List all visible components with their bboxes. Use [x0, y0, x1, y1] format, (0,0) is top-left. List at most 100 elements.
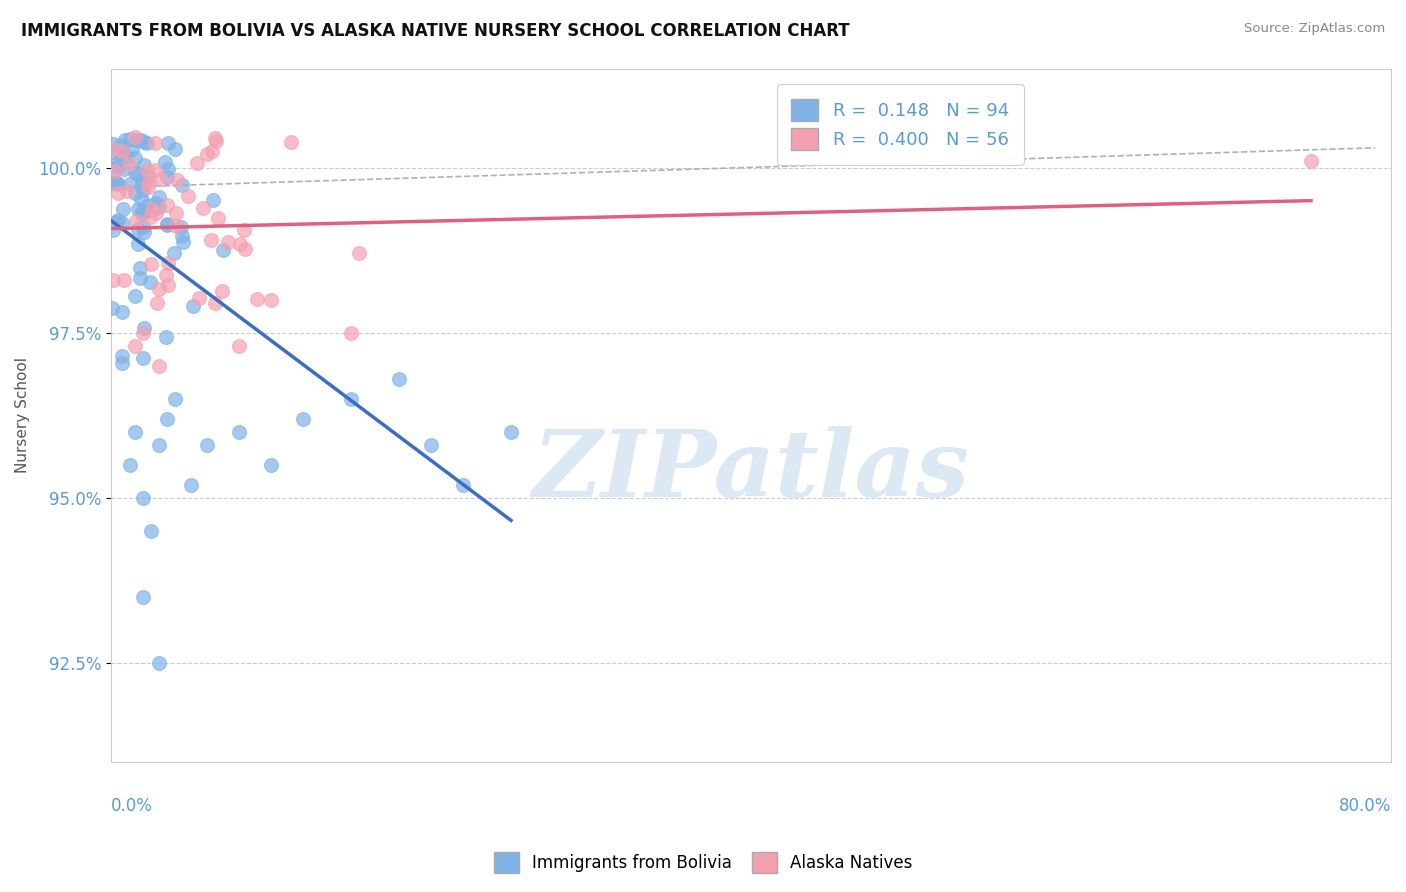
Point: [143, 163, 166, 178]
Point: [131, 207, 153, 221]
Point: [191, 201, 214, 215]
Point: [156, 278, 179, 293]
Point: [132, 219, 155, 234]
Point: [153, 155, 176, 169]
Point: [115, 184, 138, 198]
Point: [101, 301, 124, 315]
Point: [131, 204, 153, 219]
Point: [101, 137, 124, 152]
Point: [155, 330, 177, 344]
Point: [186, 155, 208, 169]
Point: [101, 273, 124, 287]
Point: [260, 293, 283, 307]
Point: [212, 244, 235, 258]
Point: [180, 477, 202, 491]
Point: [111, 144, 134, 158]
Point: [104, 163, 127, 178]
Point: [112, 162, 135, 177]
Point: [156, 217, 179, 231]
Point: [127, 236, 149, 251]
Point: [246, 292, 269, 306]
Point: [165, 219, 187, 233]
Point: [138, 275, 160, 289]
Point: [132, 183, 155, 197]
Point: [107, 186, 129, 200]
Point: [188, 291, 211, 305]
Point: [347, 246, 370, 260]
Point: [111, 202, 134, 217]
Point: [149, 172, 172, 186]
Point: [111, 350, 134, 364]
Point: [201, 144, 224, 158]
Point: [420, 438, 443, 452]
Text: Source: ZipAtlas.com: Source: ZipAtlas.com: [1244, 22, 1385, 36]
Point: [107, 178, 129, 192]
Point: [107, 212, 129, 227]
Point: [340, 392, 363, 406]
Point: [156, 411, 179, 425]
Point: [124, 164, 146, 178]
Point: [132, 590, 155, 604]
Point: [135, 204, 157, 219]
Point: [145, 195, 167, 210]
Point: [132, 351, 155, 366]
Point: [211, 285, 233, 299]
Point: [163, 245, 186, 260]
Point: [195, 147, 218, 161]
Point: [340, 326, 363, 340]
Point: [148, 190, 170, 204]
Point: [260, 458, 283, 472]
Point: [200, 233, 222, 247]
Legend: R =  0.148   N = 94, R =  0.400   N = 56: R = 0.148 N = 94, R = 0.400 N = 56: [778, 85, 1024, 165]
Point: [132, 158, 155, 172]
Point: [166, 173, 188, 187]
Point: [156, 197, 179, 211]
Point: [100, 176, 122, 190]
Point: [125, 166, 148, 180]
Point: [155, 268, 177, 282]
Point: [499, 425, 522, 439]
Point: [132, 491, 155, 505]
Text: 0.0%: 0.0%: [111, 797, 153, 815]
Point: [170, 229, 193, 244]
Point: [142, 202, 165, 216]
Point: [157, 136, 180, 150]
Point: [148, 359, 170, 373]
Point: [165, 142, 187, 156]
Point: [202, 194, 225, 208]
Y-axis label: Nursery School: Nursery School: [15, 358, 30, 474]
Point: [125, 214, 148, 228]
Point: [138, 175, 160, 189]
Point: [111, 304, 134, 318]
Point: [146, 296, 169, 310]
Point: [104, 215, 127, 229]
Point: [124, 289, 146, 303]
Point: [120, 177, 142, 191]
Point: [127, 202, 149, 216]
Point: [124, 129, 146, 144]
Point: [204, 134, 226, 148]
Point: [217, 235, 239, 249]
Point: [134, 135, 156, 149]
Point: [128, 261, 150, 276]
Point: [120, 458, 142, 472]
Point: [148, 438, 170, 452]
Point: [114, 132, 136, 146]
Text: 80.0%: 80.0%: [1339, 797, 1391, 815]
Point: [177, 189, 200, 203]
Point: [111, 356, 134, 370]
Point: [120, 131, 142, 145]
Point: [107, 156, 129, 170]
Point: [110, 137, 132, 152]
Point: [156, 170, 179, 185]
Point: [136, 197, 159, 211]
Point: [1299, 154, 1322, 169]
Point: [136, 163, 159, 178]
Point: [135, 136, 157, 151]
Point: [165, 206, 187, 220]
Point: [141, 202, 163, 216]
Point: [233, 222, 256, 236]
Point: [131, 174, 153, 188]
Point: [280, 135, 302, 149]
Point: [388, 372, 411, 386]
